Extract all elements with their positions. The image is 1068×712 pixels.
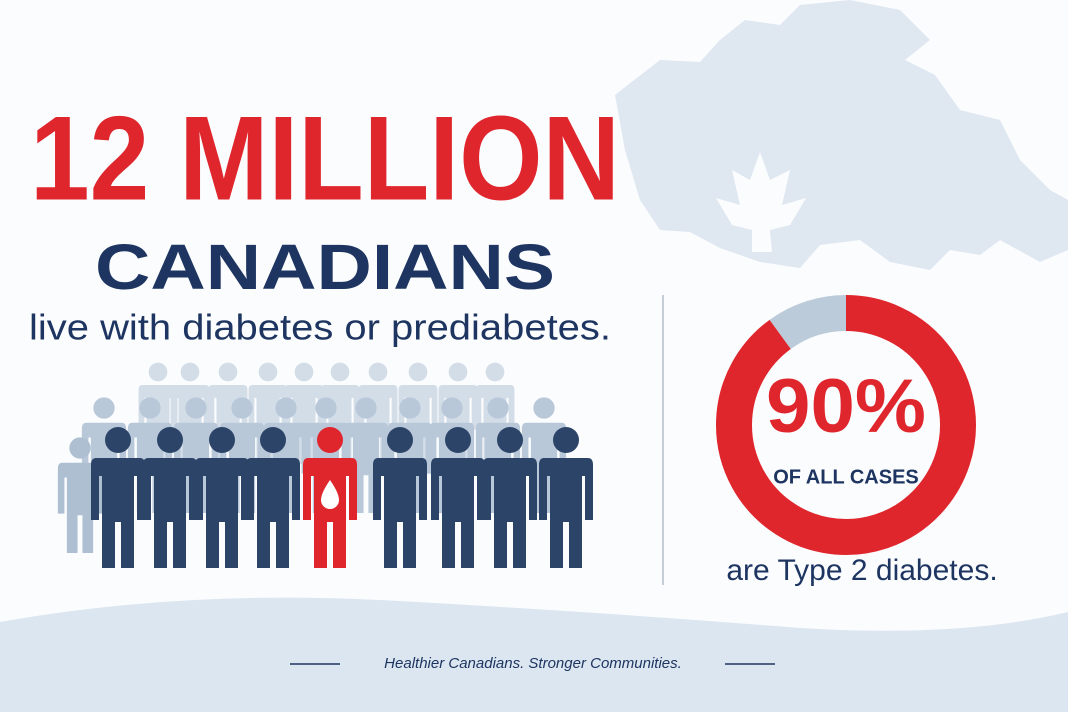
people-group [57, 362, 593, 568]
head [399, 397, 421, 419]
head [487, 397, 509, 419]
body [373, 458, 427, 568]
body [431, 458, 485, 568]
person-highlight [303, 427, 357, 568]
person-front [431, 427, 485, 568]
head [355, 397, 377, 419]
statement: are Type 2 diabetes. [726, 554, 997, 587]
head [185, 397, 207, 419]
head [157, 427, 183, 453]
head [497, 427, 523, 453]
head [448, 362, 468, 382]
person-front [539, 427, 593, 568]
head [445, 427, 471, 453]
head [330, 362, 350, 382]
person-front [143, 427, 197, 568]
body [195, 458, 249, 568]
body [246, 458, 300, 568]
head [275, 397, 297, 419]
body [143, 458, 197, 568]
person-front [195, 427, 249, 568]
head [553, 427, 579, 453]
headline-subject: CANADIANS [95, 231, 555, 303]
head [69, 437, 91, 459]
donut-caption: OF ALL CASES [773, 466, 919, 488]
head [258, 362, 278, 382]
head [180, 362, 200, 382]
head [105, 427, 131, 453]
donut-segment [716, 295, 976, 555]
footer: Healthier Canadians. Stronger Communitie… [384, 655, 682, 672]
head [93, 397, 115, 419]
head [209, 427, 235, 453]
body [91, 458, 145, 568]
maple-leaf [716, 152, 806, 252]
head [387, 427, 413, 453]
head [148, 362, 168, 382]
person-front [483, 427, 537, 568]
headline-text: live with diabetes or prediabetes. [29, 307, 611, 348]
donut-chart [716, 295, 976, 555]
donut-label: 90% [766, 364, 926, 449]
wave [0, 597, 1068, 712]
head [408, 362, 428, 382]
head [315, 397, 337, 419]
person-front [373, 427, 427, 568]
person-front [246, 427, 300, 568]
body [303, 458, 357, 568]
head [231, 397, 253, 419]
body [539, 458, 593, 568]
head [294, 362, 314, 382]
head [485, 362, 505, 382]
head [441, 397, 463, 419]
head [317, 427, 343, 453]
head [218, 362, 238, 382]
head [260, 427, 286, 453]
person-front [91, 427, 145, 568]
head [139, 397, 161, 419]
head [533, 397, 555, 419]
body [483, 458, 537, 568]
head [368, 362, 388, 382]
headline-number: 12 MILLION [30, 92, 620, 226]
blood-drop [321, 480, 339, 509]
donut-rest [769, 295, 847, 350]
